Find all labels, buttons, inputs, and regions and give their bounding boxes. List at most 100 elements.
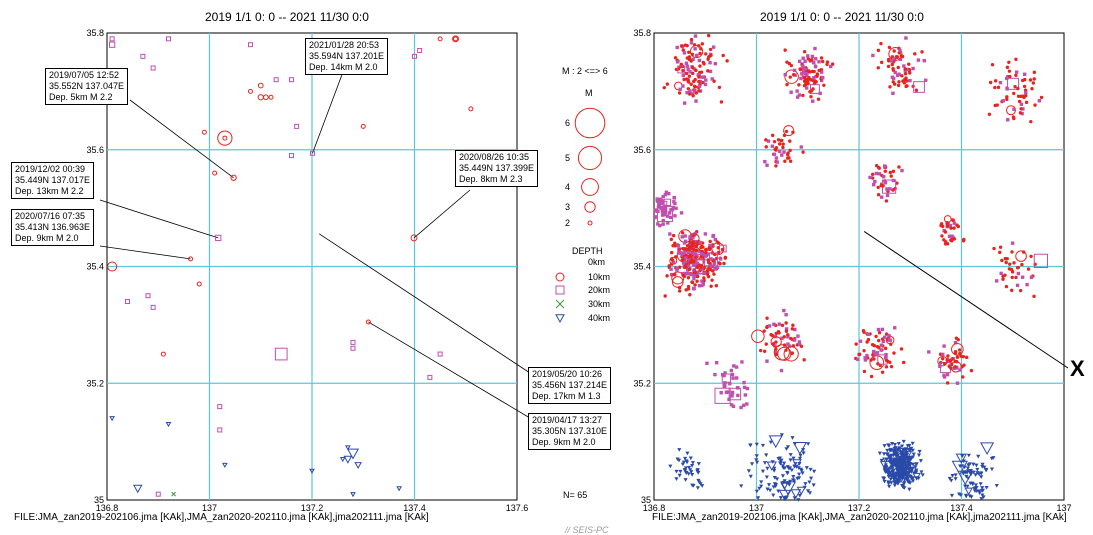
earthquake-marker bbox=[797, 342, 802, 347]
earthquake-marker bbox=[791, 478, 796, 482]
earthquake-marker bbox=[890, 471, 895, 476]
earthquake-marker bbox=[713, 237, 718, 242]
earthquake-marker bbox=[887, 45, 892, 50]
legend-magnitude-label: 4 bbox=[565, 182, 570, 192]
right-ytick-label: 35 bbox=[641, 495, 651, 505]
earthquake-marker bbox=[725, 59, 729, 63]
earthquake-marker bbox=[196, 281, 202, 287]
earthquake-marker bbox=[900, 168, 904, 173]
earthquake-marker bbox=[680, 235, 684, 239]
earthquake-marker bbox=[877, 338, 881, 343]
earthquake-marker bbox=[904, 84, 908, 89]
right-xtick-label: 136.8 bbox=[643, 503, 666, 513]
earthquake-marker bbox=[819, 70, 824, 74]
earthquake-marker bbox=[768, 440, 773, 445]
earthquake-marker bbox=[789, 336, 793, 341]
earthquake-marker bbox=[723, 255, 728, 260]
earthquake-marker bbox=[780, 474, 785, 478]
earthquake-marker bbox=[961, 375, 965, 379]
earthquake-marker bbox=[673, 56, 678, 60]
earthquake-marker bbox=[360, 123, 366, 129]
earthquake-marker bbox=[1010, 288, 1014, 293]
earthquake-marker bbox=[689, 59, 693, 63]
earthquake-marker bbox=[748, 443, 753, 448]
earthquake-marker bbox=[958, 493, 964, 498]
annotation-2020-07-16: 2020/07/16 07:35 35.413N 136.963E Dep. 9… bbox=[11, 209, 95, 246]
earthquake-marker bbox=[1026, 267, 1031, 271]
earthquake-marker bbox=[800, 471, 805, 476]
annotation-leader-line bbox=[318, 233, 531, 374]
earthquake-marker bbox=[885, 193, 890, 198]
earthquake-marker bbox=[908, 462, 913, 467]
earthquake-marker bbox=[708, 239, 712, 244]
earthquake-marker bbox=[310, 150, 316, 156]
earthquake-marker bbox=[683, 234, 687, 238]
earthquake-marker bbox=[891, 76, 896, 81]
earthquake-marker bbox=[667, 211, 672, 215]
earthquake-marker bbox=[704, 248, 709, 252]
earthquake-marker bbox=[870, 172, 875, 177]
earthquake-marker bbox=[1022, 72, 1027, 76]
earthquake-marker bbox=[857, 352, 862, 356]
earthquake-marker bbox=[902, 64, 906, 68]
earthquake-marker bbox=[772, 152, 777, 156]
earthquake-marker bbox=[787, 61, 792, 66]
earthquake-marker bbox=[811, 60, 816, 65]
earthquake-marker bbox=[774, 164, 778, 168]
earthquake-marker bbox=[690, 461, 695, 465]
legend-depth-label: 10km bbox=[588, 272, 610, 282]
earthquake-marker bbox=[724, 390, 729, 394]
earthquake-marker bbox=[699, 255, 703, 259]
earthquake-marker bbox=[697, 75, 701, 79]
earthquake-marker bbox=[898, 467, 903, 472]
earthquake-marker bbox=[1005, 97, 1009, 102]
earthquake-marker bbox=[701, 245, 705, 249]
earthquake-marker bbox=[690, 65, 695, 70]
earthquake-marker bbox=[791, 323, 795, 327]
earthquake-marker bbox=[977, 489, 982, 494]
left-ytick-label: 35.6 bbox=[86, 145, 104, 155]
earthquake-marker bbox=[697, 84, 702, 88]
earthquake-marker bbox=[690, 242, 695, 246]
earthquake-marker bbox=[1014, 275, 1018, 280]
earthquake-marker bbox=[1016, 86, 1020, 91]
earthquake-marker bbox=[779, 458, 784, 463]
earthquake-marker bbox=[693, 270, 697, 275]
earthquake-marker bbox=[876, 185, 880, 190]
earthquake-marker bbox=[707, 247, 712, 252]
annotation-leader-line bbox=[368, 321, 531, 419]
earthquake-marker bbox=[870, 343, 875, 347]
earthquake-marker bbox=[892, 49, 896, 53]
earthquake-marker bbox=[680, 258, 685, 262]
earthquake-marker bbox=[257, 82, 264, 89]
earthquake-marker bbox=[804, 86, 809, 90]
earthquake-marker bbox=[801, 451, 806, 456]
earthquake-marker bbox=[764, 138, 768, 142]
earthquake-marker bbox=[815, 74, 819, 78]
earthquake-marker bbox=[683, 456, 688, 461]
earthquake-marker bbox=[1015, 283, 1020, 288]
earthquake-marker bbox=[894, 452, 899, 456]
earthquake-marker bbox=[410, 234, 418, 242]
earthquake-marker bbox=[711, 45, 716, 49]
earthquake-marker bbox=[891, 188, 895, 192]
earthquake-marker bbox=[706, 69, 710, 73]
left-ytick-label: 35.4 bbox=[86, 262, 104, 272]
earthquake-marker bbox=[883, 169, 888, 173]
earthquake-marker bbox=[799, 145, 803, 149]
earthquake-marker bbox=[719, 391, 723, 395]
earthquake-marker bbox=[980, 486, 985, 490]
earthquake-marker bbox=[998, 245, 1003, 249]
earthquake-marker bbox=[682, 241, 687, 245]
earthquake-marker bbox=[1000, 258, 1004, 263]
earthquake-marker bbox=[877, 451, 882, 456]
earthquake-marker bbox=[777, 149, 782, 154]
earthquake-marker bbox=[779, 368, 784, 373]
earthquake-marker bbox=[764, 342, 768, 346]
legend-magnitude-title: M : 2 <=> 6 bbox=[562, 66, 608, 76]
earthquake-marker bbox=[804, 466, 809, 470]
earthquake-marker bbox=[695, 469, 700, 474]
right-ytick-label: 35.8 bbox=[633, 28, 651, 38]
earthquake-marker bbox=[882, 457, 896, 470]
earthquake-marker bbox=[910, 448, 915, 453]
